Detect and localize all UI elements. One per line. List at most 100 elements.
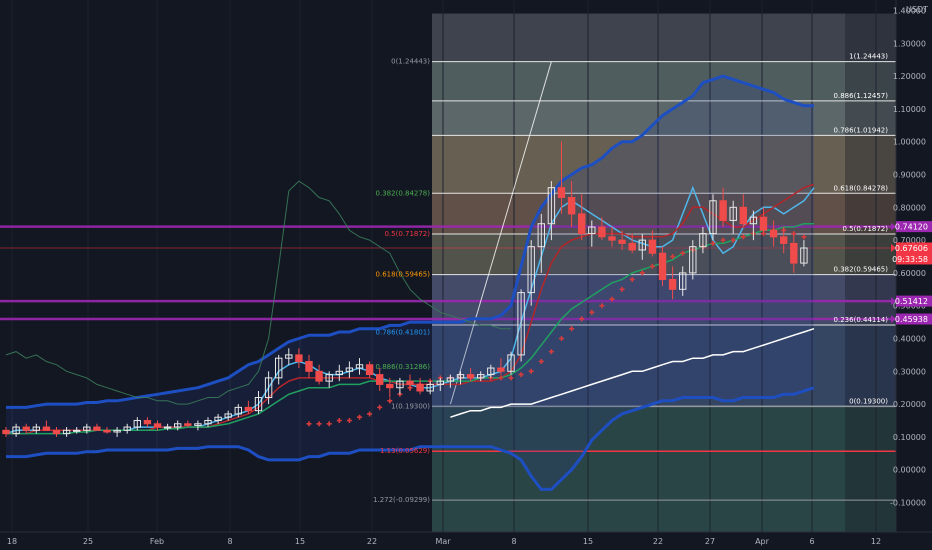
candle-body — [426, 383, 434, 392]
candle-body — [648, 239, 657, 254]
time-tick-label: 8 — [511, 537, 516, 546]
candle-body — [345, 367, 354, 372]
fib-label-left: 1(0.19300) — [391, 402, 430, 410]
candle-body — [42, 426, 51, 431]
series-upper-band — [6, 74, 814, 409]
candle-body — [790, 242, 798, 264]
psar-mark — [730, 237, 736, 243]
psar-mark — [710, 240, 716, 246]
fib-label-left: 0(1.24443) — [391, 58, 430, 66]
candle-body — [295, 354, 303, 362]
candle-body — [537, 223, 545, 248]
candle-body — [729, 206, 737, 221]
psar-mark — [538, 358, 544, 364]
time-axis-bg — [0, 532, 932, 550]
future-shade — [845, 0, 896, 532]
candle-body — [759, 216, 768, 231]
psar-mark — [357, 414, 362, 420]
fib-labels: 1(1.24443) 0.886(1.12457) 0.786(1.01942) 0.… — [373, 53, 888, 505]
candle-body — [2, 429, 10, 435]
candle-body — [83, 426, 91, 431]
candle-body — [507, 354, 515, 372]
price-tick-label: 0.80000 — [893, 203, 926, 212]
psar-mark — [377, 404, 383, 410]
psar-mark — [639, 270, 645, 276]
candle-body — [668, 278, 677, 290]
price-tick-label: 1.40000 — [893, 7, 926, 16]
candle-body — [800, 247, 808, 264]
price-tick-label: 0.70000 — [893, 236, 926, 245]
candle-body — [567, 196, 576, 215]
time-tick-label: 15 — [583, 537, 593, 546]
candle-body — [487, 367, 495, 376]
candle-body — [769, 229, 778, 238]
price-tag — [896, 242, 932, 265]
candle-body — [497, 367, 505, 372]
candle-body — [264, 377, 273, 399]
candle-body — [365, 364, 374, 376]
candle-body — [517, 292, 525, 356]
candle-body — [194, 423, 202, 426]
candle-body — [628, 242, 636, 251]
series-lower-band — [6, 386, 815, 491]
candle-body — [396, 380, 404, 389]
time-tick-label: 12 — [871, 537, 881, 546]
price-tick-label: -0.10000 — [890, 498, 926, 507]
indicator-lines — [5, 74, 815, 491]
price-tag-pointer — [891, 222, 896, 231]
candle-body — [234, 406, 243, 415]
time-tick-label: Feb — [150, 537, 164, 546]
candle-body — [335, 370, 344, 376]
psar-mark — [498, 375, 504, 381]
candles — [2, 141, 808, 437]
price-tag-label: 0.74120 — [895, 223, 928, 232]
fib-label-left: 1.272(-0.09299) — [373, 496, 430, 504]
candle-body — [709, 200, 717, 235]
candle-body — [527, 246, 535, 294]
candle-body — [466, 374, 475, 379]
psar-mark — [801, 234, 807, 240]
fib-label-right: 0.618(0.84278) — [834, 184, 889, 192]
candle-body — [325, 374, 333, 382]
price-axis-bg — [896, 0, 932, 550]
candle-body — [22, 426, 30, 431]
candle-body — [598, 226, 606, 238]
candle-body — [749, 216, 758, 225]
psar-mark — [649, 263, 655, 269]
psar-mark — [619, 286, 625, 292]
candle-body — [588, 226, 596, 235]
fib-label-left: 1.13(0.05629) — [380, 447, 430, 455]
fib-zone — [432, 100, 896, 136]
fib-zone-top — [432, 13, 896, 62]
time-tick-label: 22 — [653, 537, 663, 546]
fib-zone — [432, 61, 896, 101]
fib-label-right: 0.5(0.71872) — [842, 225, 888, 233]
candle-body — [315, 370, 323, 382]
candle-body — [456, 374, 465, 379]
price-tag-label: 0.51412 — [895, 297, 928, 306]
fib-label-left: 0.618(0.59465) — [376, 271, 431, 279]
psar-mark — [548, 349, 554, 355]
candle-body — [376, 374, 384, 385]
time-tick-label: 18 — [7, 537, 17, 546]
grid — [11, 0, 877, 532]
candle-body — [123, 426, 131, 431]
candle-body — [416, 383, 424, 392]
psar-mark — [559, 336, 564, 342]
price-tick-label: 0.00000 — [893, 466, 926, 475]
fib-label-right: 0(0.19300) — [849, 397, 888, 405]
candle-body — [699, 233, 707, 248]
fib-label-left: 0.786(0.41801) — [376, 329, 431, 337]
psar-mark — [508, 375, 514, 381]
candle-body — [477, 374, 485, 379]
time-axis[interactable]: 18 25 Feb 8 15 22 Mar 8 15 22 27 Apr 6 12 — [0, 531, 932, 550]
psar-mark — [367, 411, 373, 417]
candle-body — [174, 423, 182, 428]
price-tick-label: 1.20000 — [893, 72, 926, 81]
price-axis[interactable]: USDT -0.10000 0.00000 0.10000 0.20000 0.30000… — [890, 0, 932, 550]
psar-mark — [528, 368, 534, 374]
psar-mark — [599, 303, 605, 309]
psar-mark — [518, 372, 524, 378]
psar-mark — [579, 316, 585, 322]
